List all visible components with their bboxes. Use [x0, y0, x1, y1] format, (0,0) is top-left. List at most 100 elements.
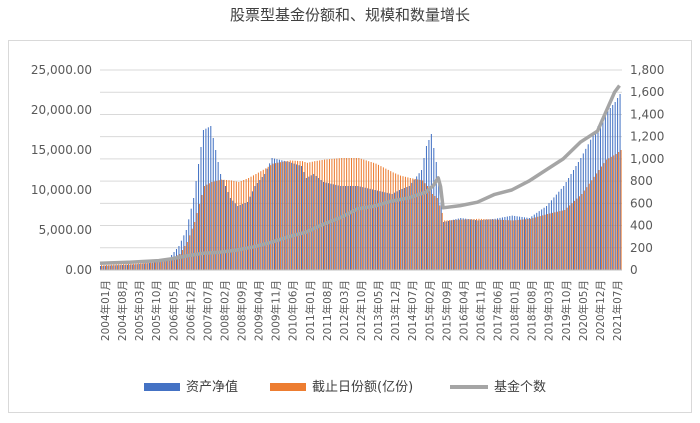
bar-shares	[419, 179, 421, 270]
bar-shares	[392, 172, 394, 270]
bar-nav	[423, 158, 425, 270]
bar-nav	[293, 163, 295, 270]
bar-nav	[300, 166, 302, 270]
y-left-tick-label: 10,000.00	[31, 183, 92, 197]
bar-nav	[455, 219, 457, 270]
bar-shares	[591, 180, 593, 270]
bar-nav	[546, 206, 548, 270]
bar-nav	[526, 217, 528, 270]
bar-shares	[110, 264, 112, 270]
bar-shares	[338, 158, 340, 270]
bar-shares	[159, 260, 161, 270]
bar-nav	[266, 168, 268, 270]
x-tick-label: 2006年05月	[167, 280, 180, 341]
bar-shares	[618, 152, 620, 270]
bar-nav	[403, 188, 405, 270]
bar-shares	[466, 219, 468, 270]
bar-nav	[430, 134, 432, 270]
bar-shares	[341, 158, 343, 270]
x-tick-label: 2012年10月	[355, 280, 368, 341]
bar-shares	[409, 178, 411, 270]
bar-shares	[365, 160, 367, 270]
bar-shares	[167, 259, 169, 270]
x-tick-label: 2019年10月	[560, 280, 573, 341]
bar-nav	[528, 218, 530, 270]
bar-nav	[117, 265, 119, 270]
bar-shares	[333, 158, 335, 270]
bar-shares	[230, 180, 232, 270]
y-right-tick-label: 400	[630, 219, 653, 233]
bar-shares	[196, 213, 198, 270]
bar-nav	[418, 173, 420, 270]
bar-nav	[599, 122, 601, 270]
bar-shares	[512, 220, 514, 270]
bar-nav	[303, 172, 305, 270]
x-tick-label: 2011年08月	[321, 280, 334, 341]
bar-nav	[227, 192, 229, 270]
bar-shares	[610, 156, 612, 270]
x-tick-label: 2009年11月	[270, 280, 283, 341]
bar-nav	[217, 162, 219, 270]
bar-shares	[201, 195, 203, 270]
y-left-tick-label: 0.00	[65, 263, 92, 277]
bar-nav	[171, 255, 173, 270]
bar-shares	[250, 176, 252, 270]
bar-nav	[406, 187, 408, 270]
bar-shares	[135, 263, 137, 270]
bar-shares	[600, 166, 603, 270]
bar-shares	[275, 163, 277, 270]
bar-nav	[582, 153, 584, 270]
bar-nav	[411, 182, 413, 270]
bar-nav	[509, 216, 511, 270]
bar-shares	[458, 219, 460, 270]
bar-nav	[587, 144, 589, 270]
y-right-tick-label: 800	[630, 174, 653, 188]
bar-shares	[390, 171, 392, 270]
bar-nav	[193, 198, 195, 270]
bar-nav	[200, 147, 202, 270]
bar-shares	[363, 159, 365, 270]
bar-nav	[614, 102, 616, 270]
bar-nav	[372, 189, 374, 270]
y-left-tick-label: 25,000.00	[31, 63, 92, 77]
bar-shares	[434, 196, 436, 270]
bar-nav	[173, 252, 175, 270]
bar-nav	[494, 218, 496, 270]
bar-nav	[141, 263, 143, 270]
bar-shares	[471, 219, 473, 270]
bar-nav	[185, 230, 187, 270]
bar-shares	[436, 198, 438, 270]
y-right-tick-label: 1,800	[630, 63, 664, 77]
bar-shares	[490, 219, 492, 270]
bar-shares	[150, 262, 152, 270]
bar-nav	[264, 174, 266, 270]
bar-shares	[223, 179, 225, 270]
bar-shares	[233, 180, 235, 270]
bar-nav	[349, 186, 352, 270]
y-right-tick-label: 1,400	[630, 107, 664, 121]
line-fund-count	[99, 84, 621, 266]
bar-shares	[449, 220, 451, 270]
bar-shares	[387, 169, 389, 270]
bar-shares	[292, 160, 294, 270]
bar-shares	[147, 262, 149, 270]
bar-shares	[113, 264, 115, 270]
bar-nav	[269, 163, 271, 270]
legend-label-nav: 资产净值	[186, 379, 238, 395]
bar-shares	[238, 182, 240, 270]
bar-nav	[531, 216, 533, 270]
bar-nav	[435, 162, 437, 270]
bar-nav	[448, 220, 450, 270]
bar-nav	[619, 94, 621, 270]
bar-nav	[408, 186, 410, 270]
bar-shares	[101, 265, 103, 270]
bar-shares	[208, 183, 210, 270]
x-tick-label: 2004年08月	[116, 280, 129, 341]
bar-shares	[559, 211, 561, 270]
bar-nav	[580, 158, 582, 270]
x-tick-label: 2006年12月	[184, 280, 197, 341]
bar-shares	[213, 181, 215, 270]
bar-nav	[548, 203, 550, 270]
bar-shares	[270, 165, 272, 270]
bar-nav	[310, 175, 312, 270]
